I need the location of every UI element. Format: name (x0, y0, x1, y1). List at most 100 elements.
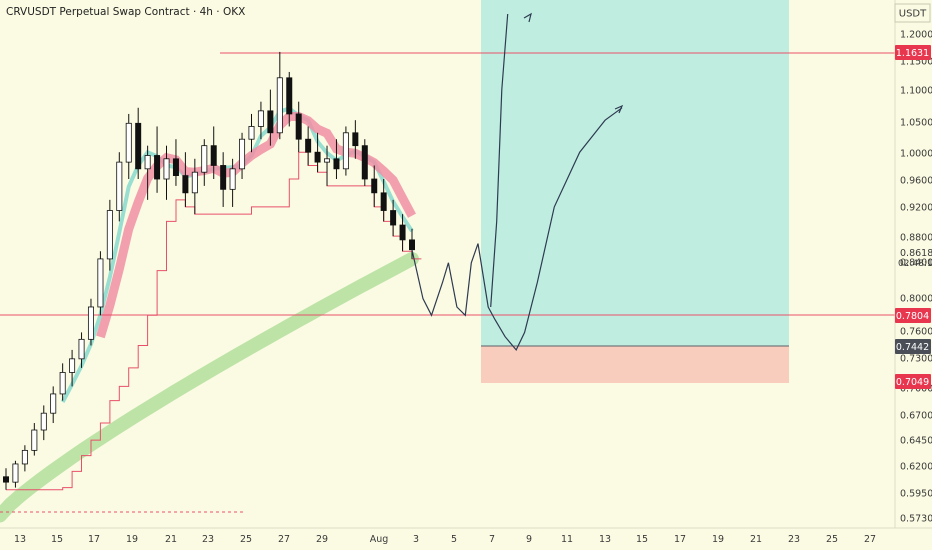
candle[interactable] (50, 393, 57, 414)
entry-price-text: 0.7442 (896, 342, 929, 353)
candle[interactable] (21, 449, 28, 465)
candle[interactable] (191, 171, 198, 194)
projection-spike-path[interactable] (490, 13, 509, 308)
candle[interactable] (125, 122, 132, 163)
candle[interactable] (276, 77, 283, 134)
candle[interactable] (295, 113, 302, 140)
price-tick-label: 0.7300 (900, 354, 932, 365)
candle[interactable] (182, 175, 189, 194)
time-tick-label: 11 (561, 534, 573, 545)
time-tick-label: 13 (599, 534, 611, 545)
candle[interactable] (40, 412, 47, 431)
candle[interactable] (144, 155, 151, 170)
time-tick-label: 17 (674, 534, 686, 545)
resistance-price-tag (895, 45, 931, 60)
currency-label: USDT (899, 9, 927, 20)
candle[interactable] (163, 158, 170, 180)
candles-group (3, 51, 415, 490)
support-price-tag (895, 308, 931, 323)
price-ticks: 1.2000 1.1500 1.1000 1.0500 1.0000 0.9600 0.92… (900, 30, 932, 525)
price-tick-label: 0.5730 (900, 514, 932, 525)
price-tick-label: 0.6200 (900, 462, 932, 473)
stop-price-tag (895, 374, 931, 389)
candle[interactable] (314, 151, 321, 163)
candle[interactable] (154, 155, 161, 180)
time-ticks[interactable]: 13 15 17 19 21 23 25 27 29 Aug 3 5 7 9 11 13 15 17 19 21 23 2… (14, 534, 876, 545)
time-tick-label: 21 (165, 534, 177, 545)
price-tick-label: 0.7600 (900, 327, 932, 338)
price-axis-panel[interactable] (895, 0, 932, 550)
candle[interactable] (135, 122, 142, 170)
time-tick-label: 3 (413, 534, 419, 545)
fast-ma-ribbon (96, 112, 416, 339)
candle[interactable] (409, 239, 415, 251)
price-tick-label: 1.0500 (900, 118, 932, 129)
candle[interactable] (380, 192, 387, 211)
long-ma-ribbon (0, 251, 419, 523)
candle[interactable] (267, 110, 274, 134)
time-tick-label: Aug (370, 534, 389, 545)
candle[interactable] (87, 306, 94, 340)
stop-zone[interactable] (481, 346, 789, 383)
candle[interactable] (229, 168, 236, 190)
candle[interactable] (239, 138, 246, 170)
current-price-text: 0.8618 (900, 248, 932, 259)
candle[interactable] (3, 476, 9, 483)
stop-price-text: 0.7049 (896, 377, 929, 388)
candle[interactable] (305, 138, 312, 153)
candle[interactable] (12, 463, 19, 483)
candle[interactable] (361, 145, 368, 180)
time-tick-label: 27 (278, 534, 290, 545)
price-tick-label: 0.6450 (900, 436, 932, 447)
candle[interactable] (220, 165, 227, 190)
candle[interactable] (78, 338, 85, 360)
candle[interactable] (210, 145, 217, 166)
time-tick-label: 5 (451, 534, 457, 545)
price-tick-label: 0.8400 (900, 258, 932, 269)
time-tick-label: 7 (489, 534, 495, 545)
time-tick-label: 17 (88, 534, 100, 545)
candle[interactable] (201, 145, 208, 173)
time-tick-label: 25 (826, 534, 838, 545)
arrowhead-spike-icon (523, 12, 532, 23)
time-tick-label: 15 (51, 534, 63, 545)
price-tick-label: 1.1500 (900, 57, 932, 68)
candle[interactable] (31, 429, 38, 451)
symbol-title: CRVUSDT Perpetual Swap Contract · 4h · O… (6, 6, 245, 18)
candle[interactable] (390, 210, 397, 226)
time-tick-label: 23 (788, 534, 800, 545)
currency-badge[interactable] (894, 3, 931, 23)
price-tick-label: 0.8800 (900, 233, 932, 244)
price-tick-label: 0.9600 (900, 176, 932, 187)
candle[interactable] (59, 372, 66, 395)
resistance-price-text: 1.1631 (896, 48, 929, 59)
projection-path[interactable] (411, 107, 623, 351)
candle[interactable] (371, 178, 378, 194)
price-tick-label: 1.2000 (900, 30, 932, 41)
candle[interactable] (352, 132, 359, 147)
time-tick-label: 9 (526, 534, 532, 545)
target-zone[interactable] (481, 0, 789, 346)
candle[interactable] (97, 258, 104, 308)
candle[interactable] (172, 158, 179, 176)
candle[interactable] (324, 158, 331, 163)
candle[interactable] (399, 224, 406, 241)
price-tick-label: 0.5950 (900, 489, 932, 500)
support-price-text: 0.7804 (896, 311, 929, 322)
candle[interactable] (69, 358, 76, 373)
candle[interactable] (286, 77, 293, 115)
candle[interactable] (116, 161, 123, 211)
time-tick-label: 15 (636, 534, 648, 545)
candle[interactable] (333, 158, 340, 170)
price-tick-label: 0.8000 (900, 294, 932, 305)
candle[interactable] (257, 110, 264, 127)
entry-price-tag (895, 339, 931, 354)
candle[interactable] (106, 210, 113, 260)
candle[interactable] (342, 132, 349, 170)
countdown-text: 02:48:16 (898, 259, 932, 269)
arrowhead-main-icon (614, 104, 624, 114)
price-tick-label: 0.9200 (900, 203, 932, 214)
candle[interactable] (248, 126, 255, 140)
